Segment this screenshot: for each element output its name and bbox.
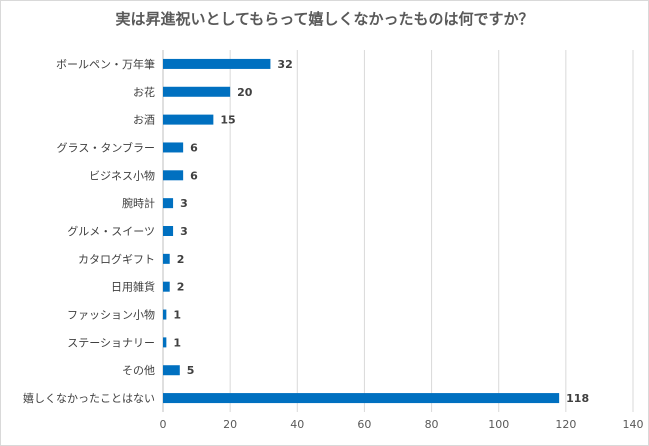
bar-10 <box>163 337 167 348</box>
x-tick-label: 0 <box>160 418 167 431</box>
category-label: 腕時計 <box>122 196 155 210</box>
category-label: ステーショナリー <box>67 336 155 349</box>
data-label: 15 <box>220 114 235 127</box>
data-label: 20 <box>237 86 253 99</box>
data-label: 1 <box>173 309 181 322</box>
x-tick-label: 20 <box>223 418 237 431</box>
category-label: グラス・タンブラー <box>57 140 155 154</box>
x-tick-label: 140 <box>623 418 644 431</box>
data-label: 6 <box>190 169 198 182</box>
bar-11 <box>163 365 180 376</box>
category-label: お花 <box>133 86 155 99</box>
category-label: 日用雑貨 <box>111 280 155 294</box>
data-label: 5 <box>187 364 195 377</box>
bar-12 <box>163 393 560 404</box>
data-label: 1 <box>173 336 181 349</box>
category-label: グルメ・スイーツ <box>67 224 155 238</box>
x-tick-label: 80 <box>425 418 439 431</box>
data-label: 2 <box>177 253 185 266</box>
bar-8 <box>163 281 170 292</box>
bar-7 <box>163 253 170 264</box>
bar-3 <box>163 142 184 153</box>
data-label: 3 <box>180 225 188 238</box>
x-tick-label: 100 <box>488 418 509 431</box>
bar-9 <box>163 309 167 320</box>
data-label: 118 <box>566 392 589 405</box>
bar-5 <box>163 198 174 209</box>
chart-title: 実は昇進祝いとしてもらって嬉しくなかったものは何ですか？ <box>115 10 534 28</box>
data-label: 3 <box>180 197 188 210</box>
bar-0 <box>163 58 271 69</box>
category-label: ボールペン・万年筆 <box>56 57 155 71</box>
category-label: その他 <box>122 364 155 377</box>
bar-6 <box>163 226 174 236</box>
data-label: 6 <box>190 141 198 154</box>
bar-2 <box>163 114 214 125</box>
category-label: カタログギフト <box>78 252 155 266</box>
bar-1 <box>163 86 231 97</box>
x-tick-label: 120 <box>555 418 576 431</box>
category-label: ビジネス小物 <box>89 168 155 182</box>
category-label: ファッション小物 <box>67 308 155 322</box>
data-label: 32 <box>277 58 292 71</box>
bar-4 <box>163 170 184 181</box>
x-tick-label: 60 <box>357 418 371 431</box>
data-label: 2 <box>177 281 185 294</box>
x-tick-label: 40 <box>290 418 304 431</box>
category-label: 嬉しくなかったことはない <box>23 391 155 405</box>
category-label: お酒 <box>133 114 155 127</box>
